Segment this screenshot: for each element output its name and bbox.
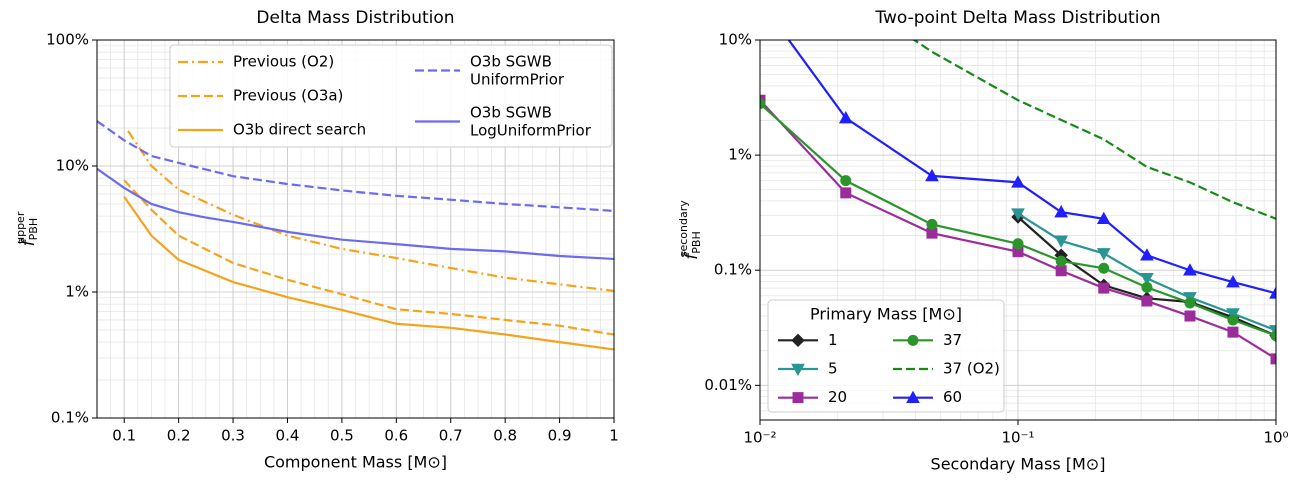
y-tick-label: 0.1% bbox=[714, 261, 752, 279]
y-label-symbol: f̃ bbox=[681, 250, 702, 259]
marker bbox=[1227, 314, 1239, 326]
marker bbox=[926, 218, 938, 230]
marker bbox=[760, 98, 766, 110]
y-label-sub: PBH bbox=[27, 218, 40, 240]
legend-label: 60 bbox=[943, 388, 962, 406]
x-tick-label: 10⁻² bbox=[743, 429, 776, 447]
x-tick-label: 0.8 bbox=[493, 427, 517, 445]
x-tick-label: 10⁰ bbox=[1263, 429, 1288, 447]
marker bbox=[1226, 274, 1240, 288]
marker bbox=[1184, 310, 1196, 322]
marker bbox=[925, 168, 939, 182]
marker bbox=[1098, 282, 1110, 294]
marker bbox=[1270, 330, 1276, 342]
chart-title: Two-point Delta Mass Distribution bbox=[874, 8, 1160, 28]
marker bbox=[1054, 235, 1069, 248]
legend-box bbox=[767, 299, 1005, 413]
marker bbox=[1184, 297, 1196, 309]
y-tick-label: 10% bbox=[719, 31, 752, 49]
y-tick-label: 0.1% bbox=[51, 409, 89, 427]
x-tick-label: 1 bbox=[609, 427, 619, 445]
legend-label: O3b direct search bbox=[233, 121, 366, 139]
x-tick-label: 0.6 bbox=[384, 427, 408, 445]
x-tick-label: 0.3 bbox=[221, 427, 245, 445]
x-tick-label: 10⁻¹ bbox=[1001, 429, 1034, 447]
marker bbox=[1226, 308, 1240, 321]
marker bbox=[1183, 263, 1197, 276]
marker bbox=[906, 390, 920, 403]
series-line bbox=[127, 130, 614, 293]
marker bbox=[1011, 208, 1025, 221]
marker bbox=[1096, 248, 1111, 261]
marker bbox=[1012, 238, 1024, 250]
x-axis-label: Component Mass [M⊙] bbox=[264, 453, 447, 472]
marker bbox=[791, 333, 805, 348]
y-label-sup: secondary bbox=[677, 200, 690, 257]
legend-label: 20 bbox=[828, 388, 847, 406]
x-tick-label: 0.7 bbox=[439, 427, 463, 445]
x-tick-label: 0.2 bbox=[167, 427, 191, 445]
marker bbox=[791, 363, 805, 377]
series-line bbox=[123, 196, 614, 351]
legend-title: Primary Mass [M⊙] bbox=[810, 305, 962, 324]
legend-label: O3b SGWB UniformPrior bbox=[470, 52, 565, 88]
marker bbox=[1096, 211, 1111, 225]
x-tick-label: 0.4 bbox=[276, 427, 300, 445]
marker bbox=[1270, 353, 1276, 365]
y-label-symbol: f̃ bbox=[18, 237, 39, 246]
marker bbox=[1140, 248, 1154, 261]
chart-title: Delta Mass Distribution bbox=[256, 8, 454, 28]
legend-box bbox=[169, 44, 613, 148]
y-label-sub: PBH bbox=[690, 231, 703, 253]
series-line bbox=[123, 179, 614, 336]
y-tick-label: 1% bbox=[728, 146, 752, 164]
y-axis-label: f̃PBHupper bbox=[14, 211, 40, 246]
legend-label: Previous (O2) bbox=[233, 53, 334, 71]
y-tick-label: 0.01% bbox=[704, 376, 752, 394]
marker bbox=[1141, 281, 1153, 293]
marker bbox=[754, 0, 766, 5]
marker bbox=[907, 334, 919, 346]
marker bbox=[1055, 265, 1067, 277]
legend-label: 37 bbox=[943, 331, 962, 349]
marker bbox=[840, 187, 852, 199]
marker bbox=[1227, 326, 1239, 338]
plot-area bbox=[97, 120, 614, 351]
marker bbox=[838, 110, 853, 124]
legend-label: 37 (O2) bbox=[943, 360, 1000, 378]
marker bbox=[1141, 295, 1153, 307]
y-tick-label: 10% bbox=[56, 157, 89, 175]
y-axis-label: f̃PBHsecondary bbox=[677, 200, 703, 260]
marker bbox=[840, 175, 852, 187]
marker bbox=[1054, 205, 1069, 218]
x-tick-label: 0.5 bbox=[330, 427, 354, 445]
y-tick-label: 100% bbox=[46, 31, 89, 49]
marker bbox=[1269, 286, 1276, 299]
series-line bbox=[97, 120, 614, 213]
plot-frame bbox=[96, 39, 615, 419]
plot-area bbox=[754, 0, 1276, 365]
marker bbox=[1055, 255, 1067, 267]
legend-label: 1 bbox=[828, 331, 838, 349]
series-line bbox=[787, 40, 1276, 295]
x-tick-label: 0.1 bbox=[112, 427, 136, 445]
legend-label: Previous (O3a) bbox=[233, 87, 343, 105]
y-label-sup: upper bbox=[14, 211, 27, 244]
plot-frame bbox=[759, 39, 1277, 421]
series-line bbox=[760, 99, 1276, 360]
x-tick-label: 0.9 bbox=[548, 427, 572, 445]
marker bbox=[1011, 175, 1025, 188]
legend-label: 5 bbox=[828, 360, 838, 378]
x-axis-label: Secondary Mass [M⊙] bbox=[931, 455, 1106, 474]
legend-label: O3b SGWB LogUniformPrior bbox=[470, 103, 592, 139]
marker bbox=[792, 392, 804, 404]
series-line bbox=[97, 167, 614, 261]
marker bbox=[1140, 273, 1154, 286]
series-line bbox=[912, 40, 1276, 220]
marker bbox=[1098, 262, 1110, 274]
series-line bbox=[760, 102, 1276, 337]
y-tick-label: 1% bbox=[65, 283, 89, 301]
